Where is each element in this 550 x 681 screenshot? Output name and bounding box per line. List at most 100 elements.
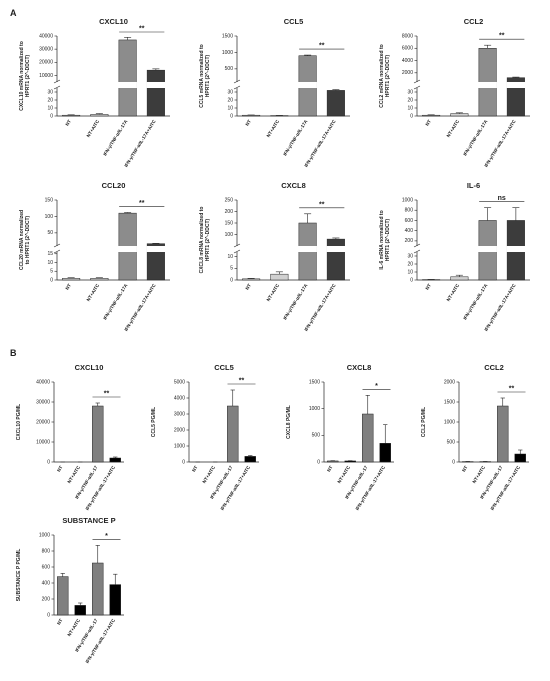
y-tick-label: 5 [50, 269, 53, 275]
y-axis-label: CXCL8 PG/ML [286, 405, 292, 439]
bar [242, 278, 261, 281]
y-tick-label: 500 [225, 66, 234, 72]
y-tick-label: 20 [407, 261, 413, 267]
chart-title: CCL2 [484, 363, 504, 372]
y-tick-label: 0 [50, 113, 53, 119]
x-tick-label: NT+AITC [202, 464, 217, 484]
x-tick-label: NT [191, 465, 199, 473]
y-tick-label: 150 [45, 197, 54, 203]
y-tick-label: 20000 [36, 419, 50, 425]
y-tick-label: 800 [42, 548, 51, 554]
y-tick-label: 2000 [402, 70, 413, 76]
x-tick-label: IFN-γ/TNF-α/IL-17A [102, 282, 129, 320]
bar [497, 405, 509, 463]
bar [244, 456, 256, 463]
y-tick-label: 400 [405, 228, 414, 234]
bar-break [506, 246, 526, 252]
y-axis-label: HPRT1 (2^-DDCT) [25, 54, 31, 97]
significance-label: ** [239, 378, 245, 385]
significance-label: ** [509, 386, 515, 393]
y-tick-label: 1500 [309, 379, 320, 385]
panel-label: B [10, 348, 17, 358]
y-tick-label: 600 [405, 218, 414, 224]
y-tick-label: 10 [47, 260, 53, 266]
y-tick-label: 1500 [222, 33, 233, 39]
y-tick-label: 100 [225, 232, 234, 238]
y-tick-label: 20 [407, 97, 413, 103]
x-tick-label: NT+AITC [337, 464, 352, 484]
y-axis-label: CCL5 mRNA normalized to [199, 44, 205, 107]
y-tick-label: 40000 [39, 33, 53, 39]
significance-label: ** [139, 26, 145, 33]
y-tick-label: 1000 [309, 406, 320, 412]
bar [146, 69, 165, 117]
y-tick-label: 5000 [174, 379, 185, 385]
y-tick-label: 2000 [174, 427, 185, 433]
y-axis-label: HPRT1 (2^-DDCT) [385, 54, 391, 97]
y-tick-label: 600 [42, 564, 51, 570]
bar-break [118, 246, 137, 252]
bar [362, 413, 374, 463]
bar [450, 113, 469, 117]
y-tick-label: 10000 [39, 73, 53, 79]
bar [74, 605, 86, 616]
y-axis-label: CXCL8 mRNA normalized to [199, 207, 205, 274]
y-tick-label: 1500 [444, 399, 455, 405]
x-tick-label: IFN-γ/TNF-α/IL-17A+AITC [483, 282, 517, 332]
y-tick-label: 6000 [402, 46, 413, 52]
y-tick-label: 2000 [444, 379, 455, 385]
significance-label: ** [319, 201, 325, 208]
y-tick-label: 5 [230, 266, 233, 272]
significance-label: * [105, 533, 108, 540]
y-tick-label: 0 [317, 459, 320, 465]
bar [344, 460, 356, 463]
chart-title: CXCL10 [99, 17, 128, 26]
y-tick-label: 0 [410, 277, 413, 283]
bar [90, 278, 109, 281]
chart-title: CCL2 [464, 17, 484, 26]
bar [92, 405, 104, 463]
y-axis-label: CCL20 mRNA normalized [19, 210, 25, 270]
y-tick-label: 30000 [39, 46, 53, 52]
x-tick-label: IFN-γ/TNF-α/IL-17A [102, 118, 129, 156]
y-tick-label: 30 [407, 253, 413, 259]
x-tick-label: NT [56, 618, 64, 626]
significance-label: ** [139, 200, 145, 207]
y-tick-label: 0 [410, 113, 413, 119]
x-tick-label: IFN-γ/TNF-α/IL-17A+AITC [303, 282, 337, 332]
y-tick-label: 200 [42, 596, 51, 602]
y-tick-label: 400 [42, 580, 51, 586]
bar-break [478, 82, 497, 88]
y-tick-label: 1000 [402, 197, 413, 203]
x-tick-label: NT [326, 465, 334, 473]
bar [327, 460, 339, 463]
y-axis-label: HPRT1 (2^-DDCT) [205, 54, 211, 97]
bar-break [298, 82, 317, 88]
y-axis-label: CCL5 PG/ML [151, 407, 157, 437]
axis-break [413, 85, 421, 90]
panel-label: A [10, 8, 17, 18]
y-tick-label: 200 [405, 238, 414, 244]
axis-break [233, 79, 241, 84]
y-tick-label: 0 [47, 612, 50, 618]
bar [57, 576, 69, 616]
y-tick-label: 10 [407, 105, 413, 111]
y-axis-label: SUBSTANCE P PG/ML [16, 549, 22, 602]
axis-break [53, 243, 61, 248]
chart-title: CXCL8 [281, 181, 306, 190]
axis-break [413, 79, 421, 84]
y-tick-label: 1000 [444, 419, 455, 425]
y-tick-label: 1000 [222, 50, 233, 56]
y-tick-label: 10000 [36, 439, 50, 445]
x-tick-label: NT [244, 283, 252, 291]
y-axis-label: CCL2 mRNA normalized to [379, 44, 385, 107]
x-tick-label: NT+AITC [86, 282, 101, 302]
chart-title: CCL5 [214, 363, 234, 372]
x-tick-label: NT [64, 283, 72, 291]
chart-title: CCL20 [102, 181, 126, 190]
chart-title: SUBSTANCE P [62, 516, 115, 525]
bar [62, 114, 81, 117]
axis-break [413, 249, 421, 254]
y-axis-label: CXCL10 mRNA normalized to [19, 41, 25, 111]
